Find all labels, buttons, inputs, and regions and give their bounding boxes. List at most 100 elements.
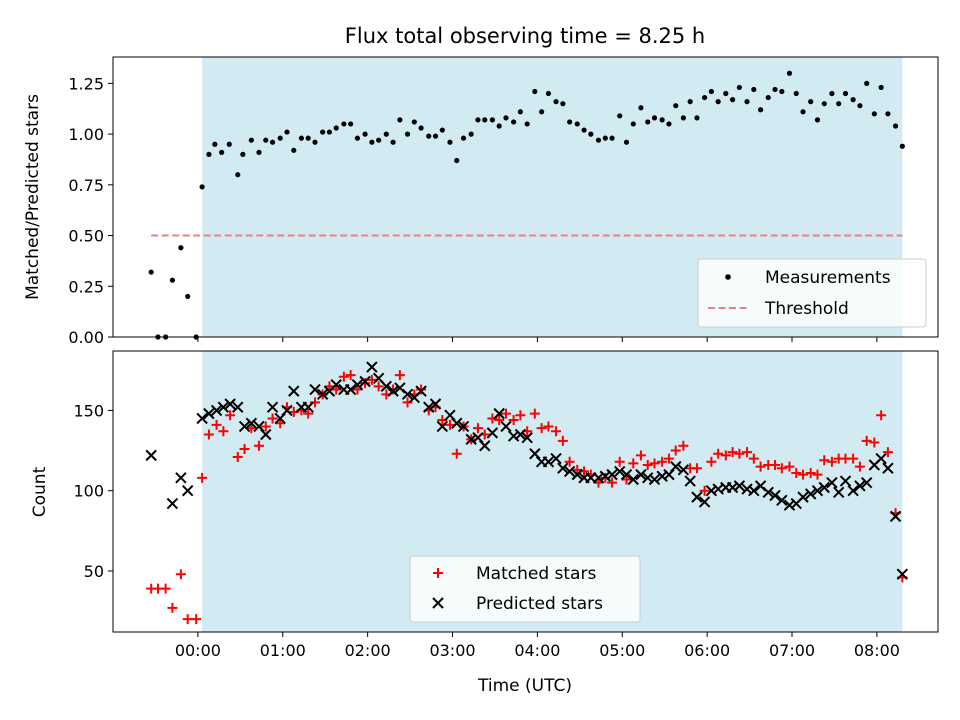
x-tick-label: 04:00 bbox=[514, 641, 560, 660]
predicted-stars-point bbox=[741, 483, 753, 495]
matched-stars-point bbox=[699, 485, 710, 496]
measurements-point bbox=[312, 139, 318, 145]
predicted-stars-point bbox=[351, 379, 364, 391]
measurements-point bbox=[496, 123, 502, 129]
predicted-stars-point bbox=[620, 468, 633, 481]
measurements-point bbox=[715, 99, 721, 105]
matched-stars-point bbox=[551, 426, 562, 437]
measurements-point bbox=[545, 90, 552, 97]
predicted-stars-point bbox=[542, 456, 555, 468]
predicted-stars-point bbox=[203, 407, 215, 420]
measurements-point bbox=[348, 121, 354, 127]
matched-stars-point bbox=[678, 440, 689, 451]
measurements-point bbox=[885, 111, 891, 117]
top-panel: 0.00 0.25 0.50 0.75 1.00 1.25 Matched/Predict… bbox=[23, 56, 939, 347]
x-tick-label: 07:00 bbox=[769, 641, 815, 660]
matched-stars-point bbox=[529, 408, 540, 419]
measurements-point bbox=[240, 151, 246, 157]
predicted-stars-point bbox=[811, 484, 824, 497]
measurements-point bbox=[708, 88, 714, 95]
matched-stars-point bbox=[713, 448, 724, 459]
measurements-point bbox=[517, 109, 524, 115]
matched-stars-point bbox=[798, 469, 809, 480]
predicted-stars-point bbox=[804, 488, 817, 500]
matched-stars-point bbox=[324, 381, 335, 392]
x-tick-label: 05:00 bbox=[599, 641, 645, 660]
predicted-stars-point bbox=[826, 476, 838, 489]
measurements-point bbox=[539, 109, 545, 115]
matched-stars-point bbox=[191, 614, 202, 625]
matched-stars-point bbox=[338, 371, 349, 382]
measurements-point bbox=[376, 137, 382, 143]
matched-stars-point bbox=[805, 468, 816, 479]
predicted-stars-point bbox=[563, 465, 576, 478]
measurements-point bbox=[235, 172, 241, 178]
matched-stars-point bbox=[861, 435, 872, 446]
measurements-point bbox=[850, 97, 856, 103]
predicted-stars-point bbox=[656, 470, 668, 482]
matched-stars-point bbox=[275, 418, 286, 429]
measurements-point bbox=[842, 90, 849, 97]
predicted-stars-point bbox=[281, 404, 293, 417]
predicted-stars-point bbox=[145, 449, 157, 462]
measurements-point bbox=[595, 137, 602, 143]
measurements-point bbox=[206, 151, 212, 157]
measurements-point bbox=[765, 94, 771, 101]
matched-stars-point bbox=[451, 448, 462, 459]
threshold-legend-label: Threshold bbox=[764, 299, 849, 319]
matched-stars-point bbox=[776, 463, 787, 474]
predicted-stars-point bbox=[175, 472, 187, 484]
matched-stars-point bbox=[564, 456, 575, 467]
measurements-point bbox=[178, 245, 184, 251]
top-y-tick-label: 0.25 bbox=[68, 277, 104, 296]
measurements-point bbox=[623, 139, 630, 145]
predicted-stars-point bbox=[238, 420, 251, 433]
measurements-point bbox=[560, 101, 566, 107]
measurements-point bbox=[333, 125, 339, 131]
bottom-legend-box bbox=[409, 555, 641, 623]
measurements-point bbox=[362, 131, 368, 137]
predicted-stars-point bbox=[748, 484, 760, 497]
predicted-stars-point bbox=[769, 489, 781, 502]
predicted-stars-point bbox=[196, 412, 208, 425]
measurements-point bbox=[212, 141, 218, 147]
predicted-stars-point bbox=[401, 388, 414, 401]
bottom-panel-frame bbox=[112, 350, 939, 633]
measurements-point bbox=[298, 135, 305, 141]
matched-stars-point bbox=[854, 461, 865, 472]
x-tick-label: 02:00 bbox=[345, 641, 391, 660]
measurements-point bbox=[418, 125, 424, 131]
predicted-stars-point bbox=[479, 440, 491, 452]
matched-stars-point bbox=[742, 447, 753, 458]
matched-stars-point bbox=[373, 381, 384, 392]
measurements-point bbox=[779, 88, 785, 95]
measurements-point bbox=[524, 121, 530, 127]
predicted-stars-point bbox=[266, 401, 279, 413]
matched-stars-point bbox=[345, 370, 356, 381]
measurements-point bbox=[666, 121, 672, 127]
measurements-point bbox=[489, 117, 495, 123]
measurements-point bbox=[729, 97, 736, 103]
measurements-point bbox=[432, 133, 439, 139]
measurements-point bbox=[744, 99, 750, 105]
predicted-stars-point bbox=[181, 484, 194, 497]
measurements-point bbox=[226, 141, 232, 147]
measurements-point bbox=[617, 113, 623, 119]
measurements-point bbox=[864, 80, 870, 86]
top-panel-x-ticks bbox=[197, 337, 878, 342]
measurements-point bbox=[645, 119, 651, 125]
measurements-point bbox=[878, 84, 884, 91]
predicted-stars-point bbox=[309, 383, 321, 396]
matched-stars-point bbox=[494, 415, 505, 426]
matched-stars-point bbox=[197, 472, 208, 483]
matched-stars-point bbox=[727, 447, 738, 458]
predicted-stars-point bbox=[677, 464, 690, 476]
bottom-panel-y-axis-label: Count bbox=[30, 466, 50, 517]
matched-stars-point bbox=[472, 423, 483, 434]
matched-stars-point bbox=[706, 456, 717, 467]
predicted-stars-point bbox=[557, 462, 569, 474]
predicted-stars-point bbox=[217, 401, 230, 413]
measurements-point bbox=[701, 94, 708, 101]
matched-stars-point bbox=[331, 384, 342, 395]
